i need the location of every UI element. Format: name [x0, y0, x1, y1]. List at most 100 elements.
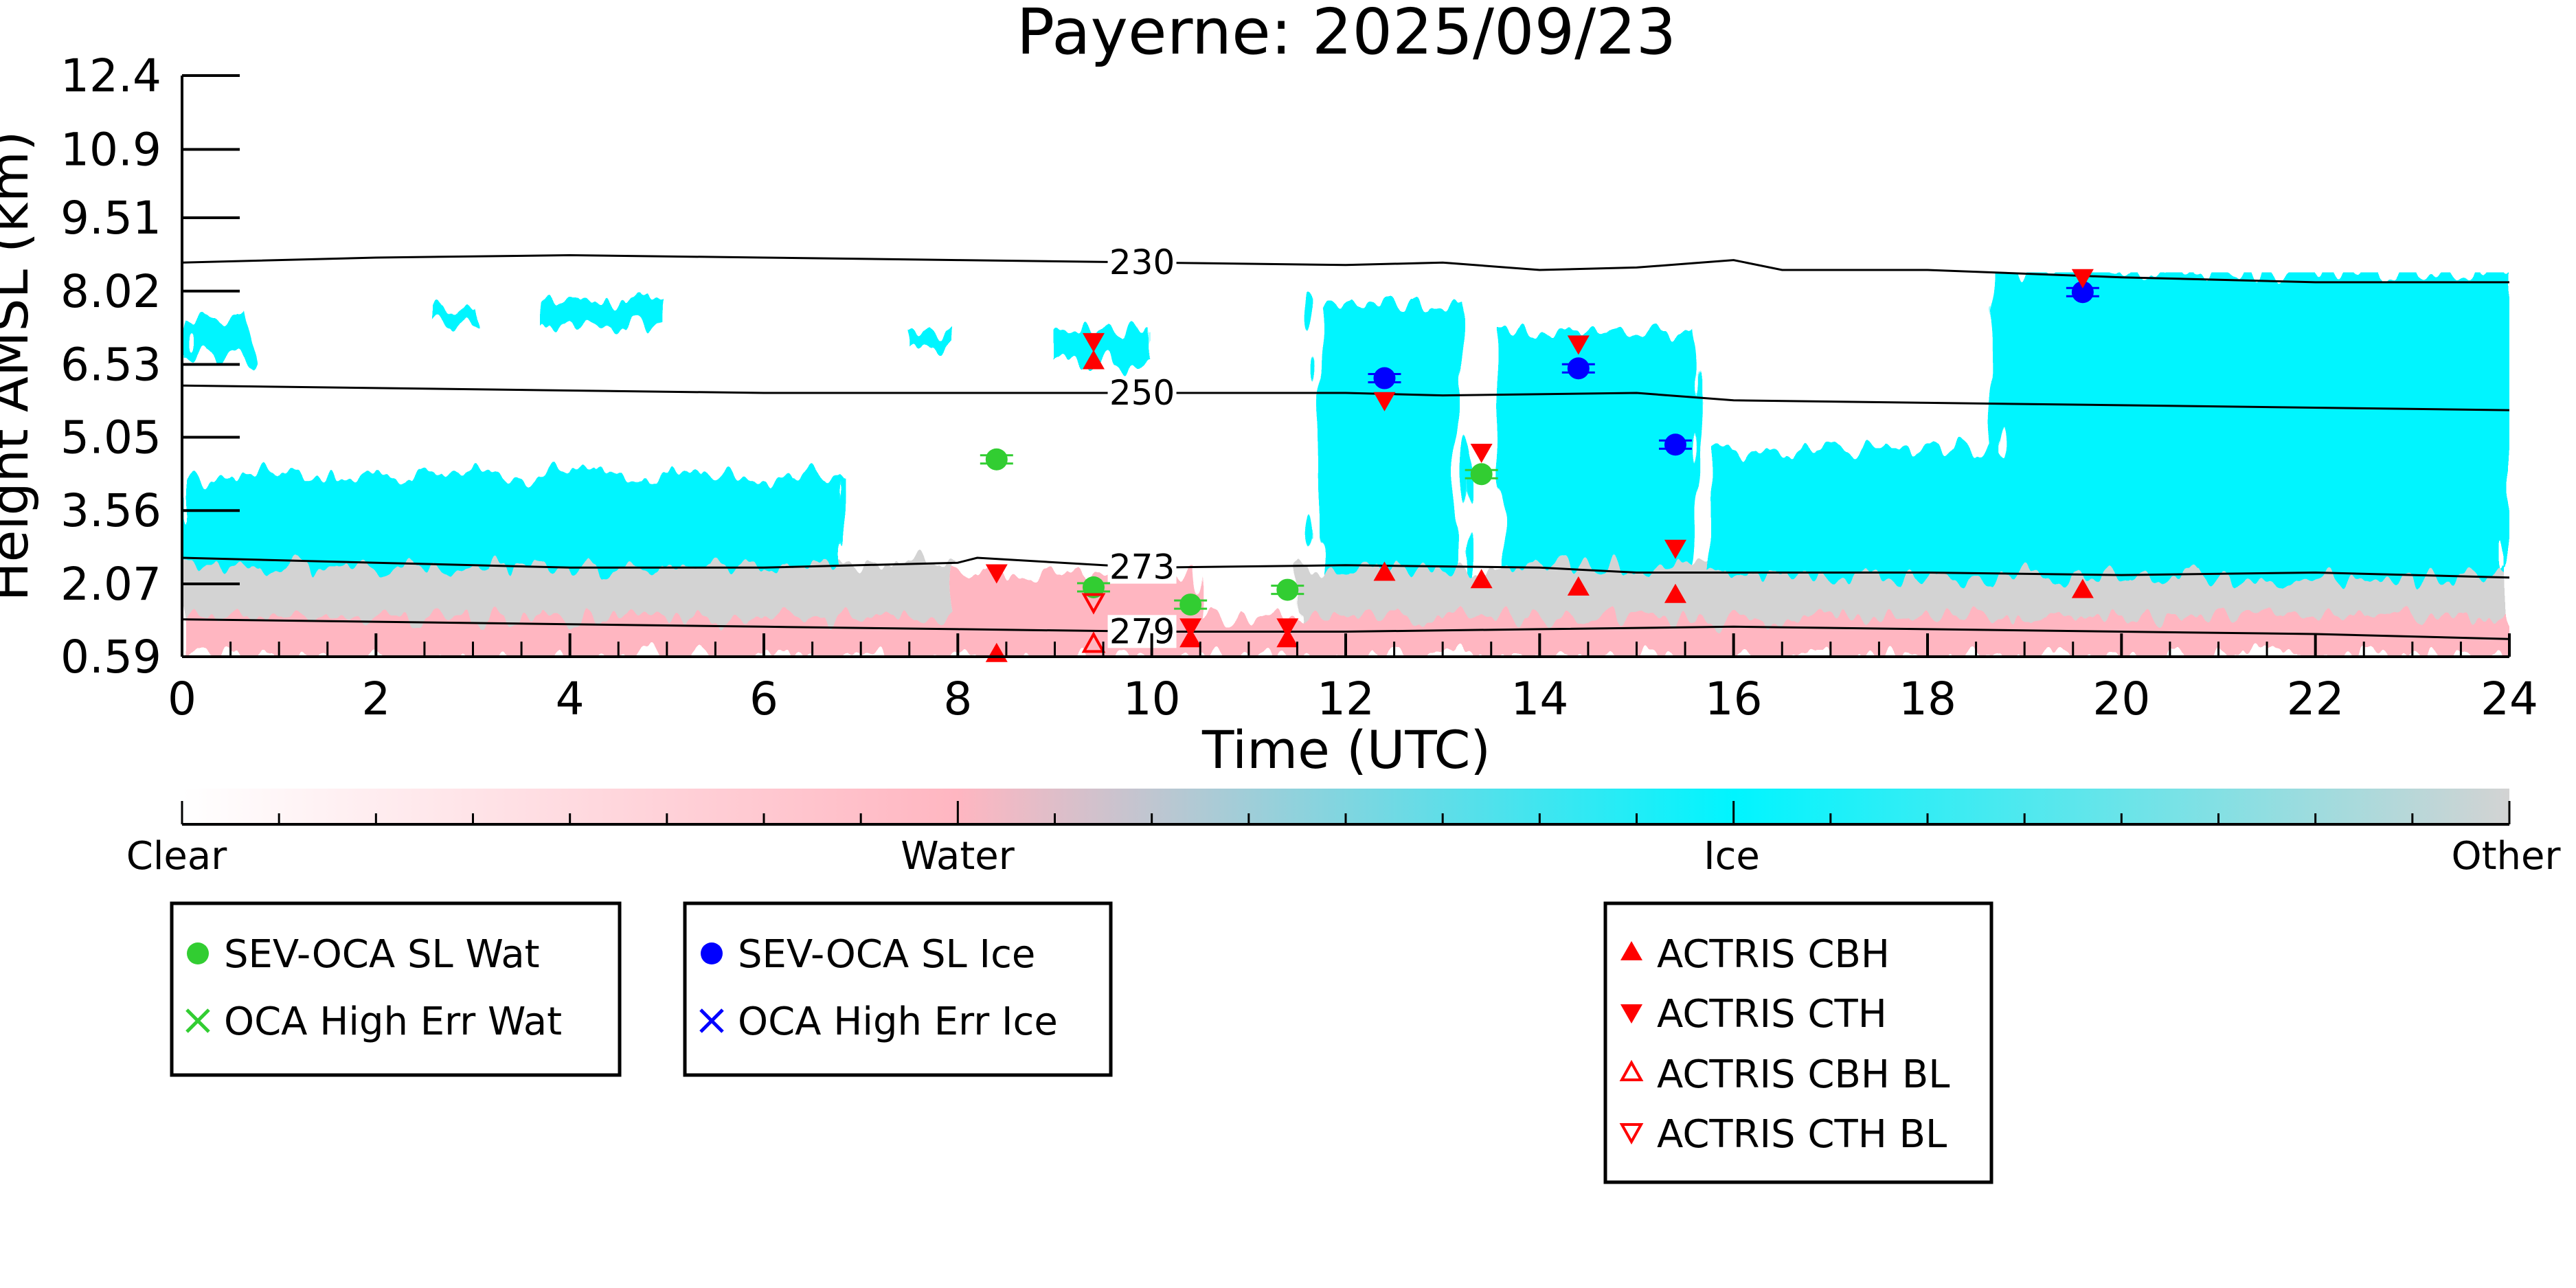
legend-frame [170, 901, 622, 1077]
x-tick-label: 6 [749, 673, 778, 725]
contour-label-bg [1107, 246, 1177, 280]
legend-marker-red-triangle-up [1620, 941, 1642, 960]
x-ticks: 0 2 4 6 8 10 12 14 16 18 20 22 24 [168, 633, 2538, 725]
cloud-ice-region [909, 331, 958, 346]
point-sev-oca-sl-ice [2066, 281, 2099, 304]
contour-line-230 [182, 253, 2509, 284]
cloud-ice-region [182, 474, 841, 568]
x-tick-label: 4 [556, 673, 585, 725]
x-axis-label: Time (UTC) [1201, 719, 1491, 780]
x-tick-label: 16 [1705, 673, 1763, 725]
point-actris-cth [1373, 392, 1396, 411]
y-tick-label: 10.9 [60, 123, 161, 176]
y-tick-label: 5.05 [60, 411, 161, 464]
point-sev-oca-sl-wat [1271, 578, 1304, 601]
contour-label-250: 250 [1109, 373, 1175, 413]
x-tick-label: 20 [2092, 673, 2150, 725]
point-actris-cth [1470, 444, 1493, 464]
x-tick-label: 2 [361, 673, 390, 725]
legend-label: ACTRIS CBH [1657, 932, 1890, 977]
point-actris-cbh [1082, 350, 1105, 370]
x-tick-label: 24 [2481, 673, 2538, 725]
x-tick-label: 18 [1899, 673, 1956, 725]
y-tick-label: 12.4 [60, 49, 161, 102]
point-actris-cbh-bl [1081, 631, 1106, 653]
point-actris-cth [1082, 332, 1105, 352]
cloud-ice-region [182, 317, 250, 357]
point-actris-cth [2071, 269, 2094, 289]
contour-label-bg [1107, 376, 1177, 410]
legend-marker-green-x [185, 1008, 210, 1033]
y-tick-label: 3.56 [60, 484, 161, 537]
y-tick-label: 2.07 [60, 558, 161, 611]
point-actris-cth [1664, 539, 1686, 559]
y-tick-label: 0.59 [60, 631, 161, 683]
contour-label-273: 273 [1109, 547, 1175, 587]
point-sev-oca-sl-wat [1076, 576, 1110, 598]
colorbar-label-other: Other [2451, 834, 2561, 879]
point-actris-cbh [1373, 561, 1396, 581]
point-sev-oca-sl-wat [980, 448, 1013, 471]
x-tick-label: 22 [2287, 673, 2345, 725]
point-sev-oca-sl-ice [1561, 357, 1595, 380]
legend-marker-green-circle [187, 942, 209, 964]
point-actris-cth [1179, 618, 1202, 638]
legend-actris: ACTRIS CBH ACTRIS CTH ACTRIS CBH BL ACTR… [1603, 901, 1993, 1184]
contour-line-279 [182, 618, 2509, 640]
point-actris-cbh [1567, 576, 1590, 596]
legend-frame [1603, 901, 1993, 1184]
y-tick-label: 6.53 [60, 338, 161, 391]
chart-title: Payerne: 2025/09/23 [1017, 0, 1676, 69]
cloud-ice-region [541, 302, 667, 327]
colorbar: Clear Water Ice Other [126, 789, 2561, 879]
y-axis-label: Height AMSL (km) [0, 131, 40, 601]
cloud-ice-region [1054, 331, 1152, 361]
contour-label-230: 230 [1109, 242, 1175, 282]
point-actris-cth [985, 564, 1008, 584]
legend-oca-ice: SEV-OCA SL Ice OCA High Err Ice [683, 901, 1113, 1077]
temperature-contours: 230 250 273 279 [182, 242, 2509, 651]
point-actris-cth [1276, 618, 1299, 638]
legend-label: ACTRIS CTH [1657, 992, 1887, 1037]
point-actris-cth-bl [1081, 593, 1106, 615]
legend-label: ACTRIS CBH BL [1657, 1052, 1950, 1097]
legend-marker-red-triangle-down-open [1619, 1123, 1644, 1145]
x-tick-label: 12 [1317, 673, 1375, 725]
x-tick-label: 10 [1123, 673, 1181, 725]
legend-marker-red-triangle-up-open [1619, 1059, 1644, 1081]
legend-marker-blue-x [699, 1008, 724, 1033]
point-sev-oca-sl-ice [1368, 367, 1401, 389]
colorbar-label-ice: Ice [1704, 834, 1760, 879]
legend-marker-blue-circle [701, 942, 723, 964]
contour-line-273 [182, 556, 2509, 579]
cloud-classification-field [182, 272, 2509, 657]
point-sev-oca-sl-wat [1465, 463, 1498, 486]
y-tick-label: 8.02 [60, 265, 161, 318]
legend-marker-red-triangle-down [1620, 1004, 1642, 1024]
point-sev-oca-sl-ice [1658, 433, 1692, 456]
point-actris-cth [1567, 335, 1590, 355]
legend-label: ACTRIS CTH BL [1657, 1112, 1947, 1157]
point-sev-oca-sl-wat [1174, 594, 1208, 616]
x-tick-label: 0 [168, 673, 196, 725]
legend-label: OCA High Err Wat [224, 999, 562, 1044]
legend-label: SEV-OCA SL Wat [224, 932, 540, 977]
contour-label-bg [1107, 615, 1177, 648]
legend-oca-water: SEV-OCA SL Wat OCA High Err Wat [170, 901, 622, 1077]
legend-label: OCA High Err Ice [738, 999, 1058, 1044]
point-actris-cbh [2071, 578, 2094, 598]
contour-label-bg [1107, 550, 1177, 584]
cloud-ice-region [434, 306, 473, 322]
colorbar-label-clear: Clear [126, 834, 227, 879]
legend-label: SEV-OCA SL Ice [738, 932, 1035, 977]
x-tick-label: 14 [1511, 673, 1568, 725]
point-actris-cbh [1470, 569, 1493, 589]
retrieval-markers [980, 269, 2099, 662]
y-ticks: 0.59 2.07 3.56 5.05 6.53 8.02 9.51 10.9 12.4 [60, 49, 240, 683]
colorbar-ticks [181, 801, 2511, 824]
point-actris-cbh [1664, 583, 1686, 603]
cloud-ice-region [1995, 272, 2509, 578]
cloud-ice-region [1316, 302, 1462, 568]
colorbar-label-water: Water [901, 834, 1015, 879]
